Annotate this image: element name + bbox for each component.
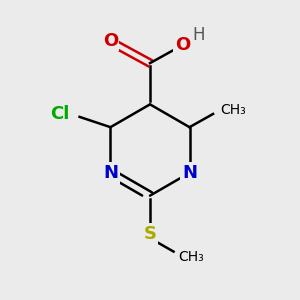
Text: CH₃: CH₃ (220, 103, 246, 116)
Text: Cl: Cl (50, 105, 69, 123)
Text: H: H (192, 26, 205, 44)
Text: S: S (143, 225, 157, 243)
Text: O: O (103, 32, 118, 50)
Text: N: N (103, 164, 118, 182)
Text: O: O (175, 37, 190, 55)
Text: N: N (182, 164, 197, 182)
Text: CH₃: CH₃ (178, 250, 204, 265)
